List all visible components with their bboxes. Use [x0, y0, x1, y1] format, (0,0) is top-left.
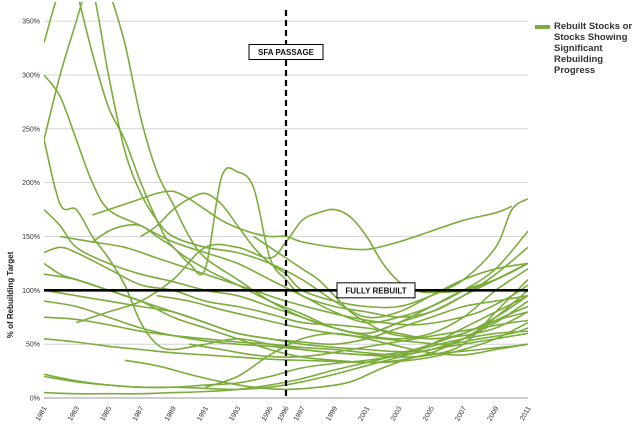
series-line — [124, 343, 528, 391]
x-tick-label: 2011 — [519, 405, 533, 422]
series-line — [44, 2, 83, 140]
series-line — [205, 332, 528, 388]
legend-swatch — [535, 25, 550, 29]
y-tick-label: 100% — [22, 288, 40, 295]
x-tick-labels: 1981 1983 1985 1987 1989 1991 1993 1995 1996 1997… — [35, 405, 533, 422]
series-line — [78, 2, 528, 340]
series-line — [91, 167, 528, 319]
x-tick-label: 2007 — [454, 405, 468, 422]
x-tick-label: 1999 — [325, 405, 339, 422]
x-tick-label: 2009 — [487, 405, 501, 422]
series-line — [76, 208, 528, 324]
fully-rebuilt-label-box: FULLY REBUILT — [336, 282, 416, 299]
y-tick-label: 50% — [26, 342, 40, 349]
x-tick-label: 1997 — [293, 405, 307, 422]
y-axis-label: % of Rebuilding Target — [6, 251, 15, 338]
x-tick-label: 2003 — [390, 405, 404, 422]
sfa-passage-label-box: SFA PASSAGE — [248, 44, 324, 60]
y-tick-label: 300% — [22, 72, 40, 79]
sfa-passage-label: SFA PASSAGE — [258, 48, 315, 57]
legend-label: Rebuilt Stocks or Stocks Showing Signifi… — [554, 21, 633, 76]
y-tick-label: 250% — [22, 126, 40, 133]
x-tick-label: 1993 — [228, 405, 242, 422]
series-line — [189, 319, 528, 358]
series-line — [253, 235, 528, 340]
fully-rebuilt-label: FULLY REBUILT — [345, 286, 406, 295]
y-tick-label: 0% — [30, 396, 40, 403]
y-tick-label: 350% — [22, 19, 40, 26]
x-tick-label: 1991 — [196, 405, 210, 422]
series-line — [44, 294, 528, 356]
y-tick-label: 150% — [22, 234, 40, 241]
x-tick-label: 1985 — [99, 405, 113, 422]
x-tick-label: 2005 — [422, 405, 436, 422]
y-tick-labels: 0% 50% 100% 150% 200% 250% 300% 350% — [22, 19, 40, 403]
x-tick-label: 1996 — [277, 405, 291, 422]
series-line — [92, 190, 513, 251]
series-line — [59, 235, 528, 326]
x-tick-label: 1981 — [35, 405, 49, 422]
x-tick-label: 1987 — [132, 405, 146, 422]
x-tick-label: 1989 — [164, 405, 178, 422]
x-tick-label: 2001 — [358, 405, 372, 422]
x-tick-label: 1995 — [261, 405, 275, 422]
x-tick-label: 1983 — [67, 405, 81, 422]
y-tick-label: 200% — [22, 180, 40, 187]
